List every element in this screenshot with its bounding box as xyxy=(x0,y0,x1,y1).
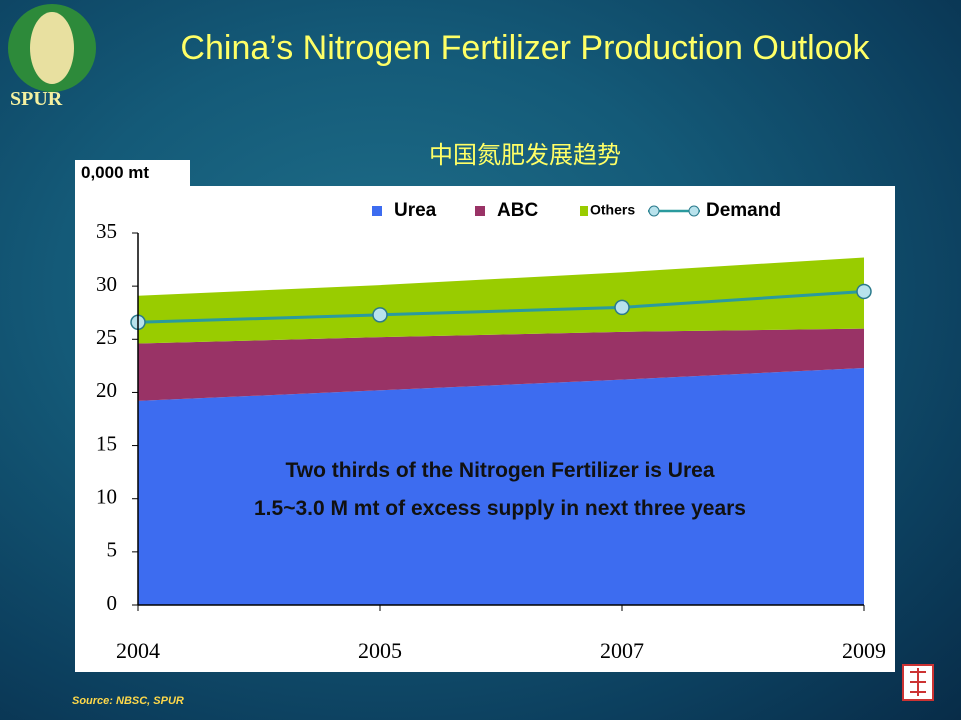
x-tick-label: 2005 xyxy=(358,638,402,663)
y-axis-label: 0,000 mt xyxy=(75,160,190,186)
x-tick-label: 2007 xyxy=(600,638,644,663)
logo-leaf xyxy=(30,12,74,84)
legend-swatch xyxy=(475,206,485,216)
line-marker xyxy=(373,308,387,322)
legend-label: Demand xyxy=(706,200,781,221)
line-marker xyxy=(857,284,871,298)
title: China’s Nitrogen Fertilizer Production O… xyxy=(160,28,890,68)
legend-label: Urea xyxy=(394,200,437,221)
y-tick-label: 15 xyxy=(96,431,117,455)
y-tick-label: 30 xyxy=(96,272,117,296)
legend-label: Others xyxy=(590,202,635,218)
stamp-glyph xyxy=(910,668,926,696)
x-tick-label: 2004 xyxy=(116,638,160,663)
annotation-line: 1.5~3.0 M mt of excess supply in next th… xyxy=(200,490,800,528)
chart: 0 5 10 15 20 25 30 35 2004 2005 2007 2009 Urea ABC Oth… xyxy=(0,0,961,720)
annotation: Two thirds of the Nitrogen Fertilizer is… xyxy=(200,452,800,528)
slide: 0 5 10 15 20 25 30 35 2004 2005 2007 2009 Urea ABC Oth… xyxy=(0,0,961,720)
legend-marker xyxy=(689,206,699,216)
legend-label: ABC xyxy=(497,200,538,221)
legend-swatch xyxy=(372,206,382,216)
logo-text: SPUR xyxy=(10,88,62,111)
subtitle: 中国氮肥发展趋势 xyxy=(160,135,890,170)
source: Source: NBSC, SPUR xyxy=(72,695,184,707)
y-tick-label: 5 xyxy=(107,538,118,562)
annotation-line: Two thirds of the Nitrogen Fertilizer is… xyxy=(200,452,800,490)
y-tick-label: 20 xyxy=(96,378,117,402)
y-tick-label: 25 xyxy=(96,325,117,349)
line-marker xyxy=(615,300,629,314)
y-tick-label: 0 xyxy=(107,591,118,615)
y-tick-label: 10 xyxy=(96,485,117,509)
legend-marker xyxy=(649,206,659,216)
x-tick-label: 2009 xyxy=(842,638,886,663)
y-tick-label: 35 xyxy=(96,219,117,243)
legend-swatch xyxy=(580,206,588,216)
